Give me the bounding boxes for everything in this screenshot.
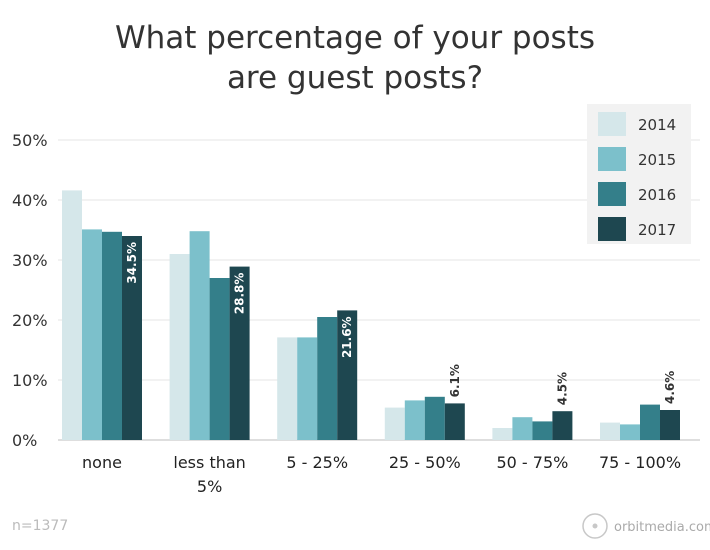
- legend-swatch-2016: [598, 182, 626, 206]
- orbit-logo-icon: [582, 513, 608, 539]
- data-labels: 34.5% 28.8% 21.6% 6.1% 4.5% 4.6%: [125, 242, 677, 405]
- bar-2016-5: [640, 404, 660, 440]
- bar-2014-0: [62, 190, 82, 440]
- y-tick-label: 50%: [12, 131, 48, 150]
- bar-2015-2: [297, 337, 318, 440]
- legend-swatch-2015: [598, 147, 626, 171]
- bar-2016-2: [317, 317, 338, 440]
- legend-swatch-2014: [598, 112, 626, 136]
- x-tick-label: 5%: [197, 477, 222, 496]
- data-label: 4.5%: [555, 372, 569, 405]
- bar-2016-1: [209, 278, 230, 440]
- bar-2015-4: [512, 417, 533, 440]
- bar-2017-3: [444, 403, 465, 440]
- y-tick-label: 20%: [12, 311, 48, 330]
- data-label: 21.6%: [340, 316, 354, 358]
- x-axis-ticks: none less than 5% 5 - 25% 25 - 50% 50 - 75% 75…: [82, 453, 681, 496]
- bar-2017-2: [337, 310, 358, 440]
- data-label: 4.6%: [663, 371, 677, 404]
- gridlines: [58, 139, 700, 441]
- y-tick-label: 10%: [12, 371, 48, 390]
- data-label: 6.1%: [448, 364, 462, 397]
- legend-swatch-2017: [598, 217, 626, 241]
- y-tick-label: 40%: [12, 191, 48, 210]
- y-tick-label: 0%: [12, 431, 37, 450]
- brand-text: orbitmedia.com: [614, 520, 710, 535]
- x-tick-label: 25 - 50%: [389, 453, 461, 472]
- x-tick-label: 75 - 100%: [599, 453, 681, 472]
- data-label: 34.5%: [125, 242, 139, 284]
- chart-title: What percentage of your posts are guest p…: [115, 20, 595, 96]
- legend-label-2014: 2014: [638, 116, 676, 134]
- bar-2014-2: [277, 337, 298, 440]
- bar-2017-1: [229, 266, 250, 440]
- bar-2016-0: [102, 231, 122, 440]
- bar-2017-5: [660, 410, 680, 440]
- x-tick-label: 5 - 25%: [286, 453, 348, 472]
- chart-title-line-1: What percentage of your posts: [115, 20, 595, 56]
- bar-2015-0: [82, 229, 102, 440]
- bar-2016-3: [424, 396, 445, 440]
- bar-2014-1: [169, 254, 190, 440]
- bar-2015-1: [189, 231, 210, 440]
- legend-label-2015: 2015: [638, 151, 676, 169]
- x-tick-label: none: [82, 453, 122, 472]
- legend: 2014 2015 2016 2017: [587, 104, 691, 244]
- chart-title-line-2: are guest posts?: [227, 60, 483, 96]
- bar-2014-4: [492, 428, 513, 440]
- y-axis-ticks: 0% 10% 20% 30% 40% 50%: [12, 131, 48, 450]
- data-label: 28.8%: [233, 273, 247, 315]
- bar-2017-0: [122, 236, 142, 440]
- sample-size-note: n=1377: [12, 518, 68, 534]
- x-tick-label: 50 - 75%: [496, 453, 568, 472]
- legend-label-2016: 2016: [638, 186, 676, 204]
- brand-logo: orbitmedia.com: [582, 513, 710, 539]
- bar-2014-5: [600, 422, 620, 440]
- orbit-logo-dot-icon: [592, 523, 598, 529]
- bars: [62, 190, 680, 440]
- bar-2014-3: [384, 407, 405, 440]
- bar-2016-4: [532, 421, 553, 440]
- bar-2015-5: [620, 424, 640, 440]
- x-tick-label: less than: [173, 453, 245, 472]
- bar-2015-3: [404, 400, 425, 440]
- y-tick-label: 30%: [12, 251, 48, 270]
- bar-2017-4: [552, 411, 573, 440]
- legend-label-2017: 2017: [638, 221, 676, 239]
